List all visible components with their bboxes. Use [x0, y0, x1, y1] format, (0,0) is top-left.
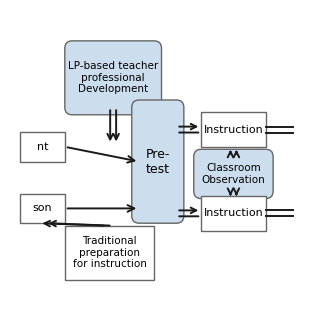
FancyBboxPatch shape: [201, 112, 266, 147]
Text: LP-based teacher
professional
Development: LP-based teacher professional Developmen…: [68, 61, 158, 94]
Text: Pre-
test: Pre- test: [146, 148, 170, 176]
FancyBboxPatch shape: [20, 194, 65, 223]
FancyBboxPatch shape: [20, 132, 65, 162]
FancyBboxPatch shape: [65, 226, 154, 280]
Text: Classroom
Observation: Classroom Observation: [202, 163, 265, 185]
FancyBboxPatch shape: [132, 100, 184, 223]
Text: Traditional
preparation
for instruction: Traditional preparation for instruction: [73, 236, 146, 269]
FancyBboxPatch shape: [65, 41, 162, 115]
Text: Instruction: Instruction: [204, 124, 263, 135]
FancyBboxPatch shape: [194, 149, 273, 198]
Text: nt: nt: [37, 142, 48, 152]
Text: Instruction: Instruction: [204, 208, 263, 218]
Text: son: son: [33, 204, 52, 213]
FancyBboxPatch shape: [201, 196, 266, 231]
